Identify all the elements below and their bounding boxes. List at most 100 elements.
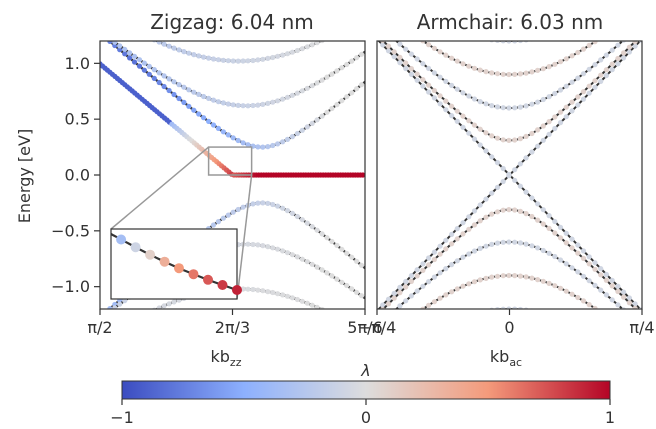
zigzag-band-point	[349, 254, 355, 260]
zigzag-band-point	[235, 102, 241, 108]
armchair-band-point	[414, 71, 420, 77]
zigzag-band-point	[275, 98, 281, 104]
zigzag-band-point	[151, 67, 157, 73]
zigzag-band-point	[304, 259, 310, 265]
zigzag-band-point	[275, 203, 281, 209]
armchair-band-point	[414, 77, 420, 83]
armchair-band-point	[483, 101, 489, 107]
zigzag-band-point	[176, 82, 182, 88]
armchair-band-point	[540, 247, 546, 254]
armchair-band-point	[569, 108, 575, 114]
zigzag-band-line	[111, 41, 365, 107]
zigzag-band-point	[112, 41, 118, 45]
armchair-band-point	[506, 71, 512, 78]
zigzag-band-point	[127, 50, 133, 56]
armchair-band-point	[535, 143, 541, 149]
y-tick-label: 0.0	[65, 166, 90, 185]
armchair-band-point	[563, 83, 569, 89]
armchair-band-point	[483, 130, 489, 136]
armchair-band-point	[374, 342, 379, 347]
inset-axes	[110, 228, 238, 300]
zigzag-band-point	[270, 142, 276, 149]
armchair-band-point	[523, 307, 529, 309]
zigzag-band-point	[289, 134, 295, 140]
armchair-band-point	[466, 281, 472, 287]
armchair-band-point	[603, 271, 610, 278]
colorbar-label: λ	[360, 361, 370, 380]
armchair-band-point	[592, 266, 598, 272]
zigzag-band-point	[265, 244, 271, 250]
zigzag-band-point	[319, 267, 325, 273]
armchair-band-point	[604, 6, 609, 11]
zigzag-band-point	[240, 103, 246, 109]
armchair-band-point	[443, 322, 448, 327]
colorbar-tick-label: 0	[361, 408, 371, 427]
armchair-band-point	[431, 249, 437, 255]
armchair-band-point	[609, 283, 615, 289]
armchair-band-point	[563, 240, 569, 246]
armchair-band-point	[437, 101, 443, 107]
armchair-band-point	[529, 243, 535, 249]
zigzag-band-point	[339, 98, 345, 104]
zigzag-band-point	[250, 201, 256, 207]
zigzag-band-point	[284, 94, 291, 100]
armchair-band-point	[426, 279, 432, 285]
armchair-band-point	[540, 137, 546, 143]
armchair-band-point	[604, 339, 609, 344]
armchair-band-point	[557, 257, 564, 263]
zigzag-band-point	[260, 56, 266, 62]
armchair-band-point	[506, 272, 512, 279]
armchair-band-point	[483, 214, 489, 220]
zigzag-band-point	[142, 312, 147, 317]
armchair-band-point	[557, 59, 564, 65]
armchair-band-point	[449, 55, 455, 61]
zigzag-band-point	[250, 241, 256, 248]
armchair-band-point	[506, 41, 512, 44]
armchair-band-point	[557, 235, 564, 241]
armchair-band-point	[471, 248, 478, 254]
armchair-band-point	[552, 283, 558, 289]
armchair-band-point	[431, 95, 437, 101]
armchair-band-point	[391, 295, 397, 301]
armchair-band-point	[454, 286, 460, 292]
zigzag-band-point	[171, 299, 177, 305]
zigzag-band-point	[319, 113, 325, 119]
zigzag-band-point	[349, 90, 355, 96]
axis-ticks: π/2 2π/3 5π/6 1.0 0.5 0.0 −0.5 −1.0 −π/4 0 π/4	[51, 54, 654, 337]
zigzag-band-point	[220, 57, 226, 63]
armchair-band-point	[610, 318, 615, 323]
armchair-band-point	[610, 2, 615, 7]
armchair-band-point	[500, 273, 506, 279]
zigzag-band-point	[304, 85, 310, 91]
colorbar-ticks: −1 0 1	[110, 399, 615, 427]
zigzag-band-point	[299, 127, 305, 133]
armchair-band-point	[529, 101, 535, 107]
armchair-band-point	[500, 71, 506, 77]
armchair-band-point	[408, 51, 414, 57]
zoom-box	[207, 146, 253, 176]
zigzag-band-point	[339, 317, 344, 322]
zigzag-band-point	[339, 28, 344, 33]
armchair-band-point	[598, 57, 604, 63]
armchair-band-point	[385, 296, 392, 302]
armchair-band-point	[627, 14, 632, 19]
armchair-band-point	[535, 99, 541, 105]
zigzag-band-point	[240, 58, 246, 64]
armchair-band-point	[403, 319, 408, 324]
armchair-band-point	[581, 326, 586, 331]
zigzag-band-point	[304, 300, 310, 306]
zigzag-band-point	[146, 71, 152, 77]
armchair-band-point	[598, 266, 604, 272]
armchair-band-point	[592, 62, 598, 68]
zigzag-band-point	[141, 67, 147, 73]
zigzag-band-point	[206, 55, 212, 61]
armchair-band-point	[552, 314, 557, 319]
armchair-band-point	[609, 47, 615, 53]
armchair-band-point	[415, 337, 420, 342]
armchair-band-point	[454, 86, 460, 92]
armchair-band-point	[638, 41, 642, 43]
armchair-band-point	[523, 155, 529, 161]
armchair-band-point	[586, 83, 592, 89]
armchair-band-point	[374, 3, 379, 8]
zigzag-x-tick-label: 5π/6	[347, 318, 382, 337]
